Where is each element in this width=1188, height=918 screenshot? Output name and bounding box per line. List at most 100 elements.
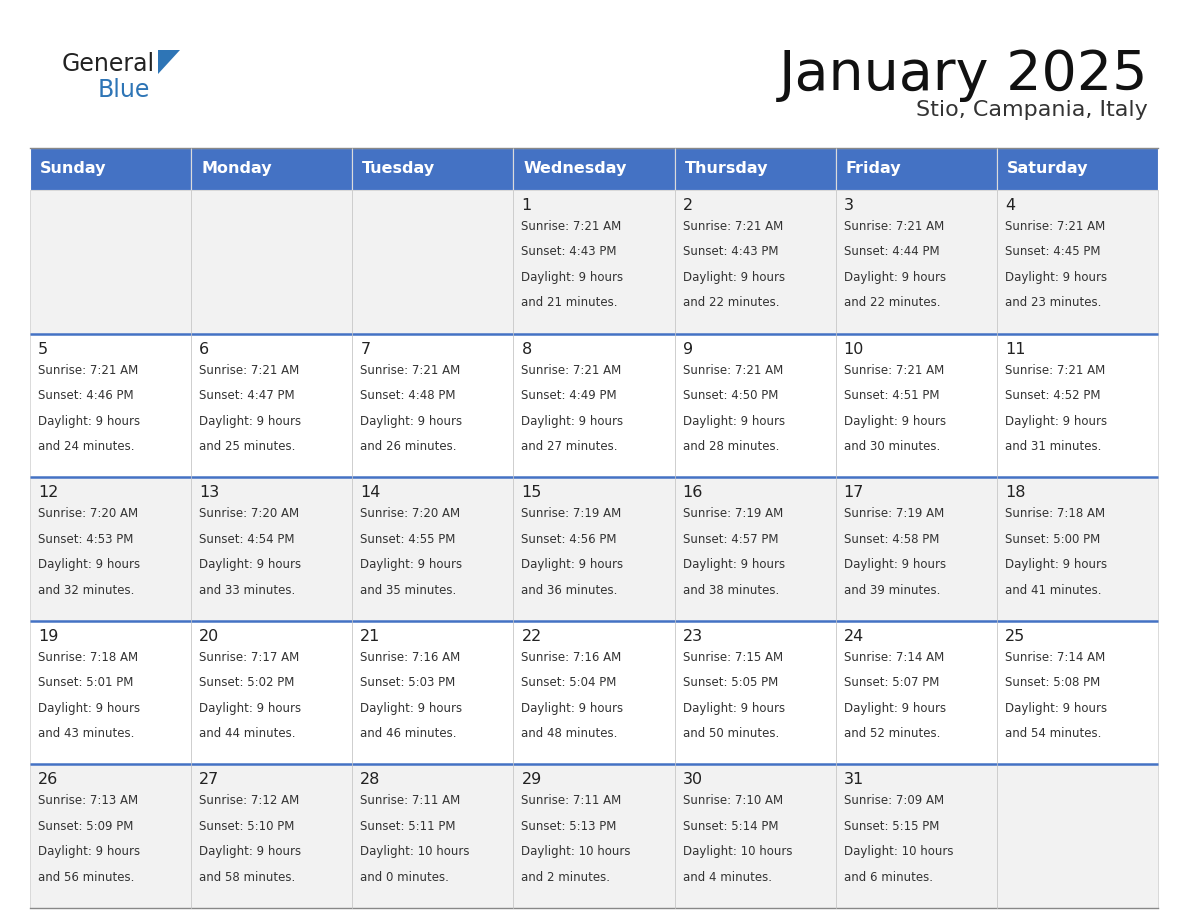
Text: and 38 minutes.: and 38 minutes.: [683, 584, 779, 597]
Text: Sunrise: 7:20 AM: Sunrise: 7:20 AM: [360, 508, 461, 521]
Text: 4: 4: [1005, 198, 1015, 213]
Bar: [675, 148, 835, 190]
Text: and 32 minutes.: and 32 minutes.: [38, 584, 134, 597]
Text: 8: 8: [522, 341, 532, 356]
Text: Sunrise: 7:19 AM: Sunrise: 7:19 AM: [683, 508, 783, 521]
Text: Daylight: 9 hours: Daylight: 9 hours: [200, 558, 302, 571]
Text: January 2025: January 2025: [778, 48, 1148, 102]
Text: and 21 minutes.: and 21 minutes.: [522, 297, 618, 309]
Text: and 33 minutes.: and 33 minutes.: [200, 584, 296, 597]
Text: 11: 11: [1005, 341, 1025, 356]
Bar: [353, 765, 513, 908]
Bar: [353, 477, 513, 621]
Bar: [997, 190, 1158, 333]
Text: Daylight: 9 hours: Daylight: 9 hours: [843, 558, 946, 571]
Bar: [513, 477, 675, 621]
Bar: [835, 621, 997, 765]
Text: Sunrise: 7:19 AM: Sunrise: 7:19 AM: [843, 508, 944, 521]
Text: Daylight: 9 hours: Daylight: 9 hours: [38, 558, 140, 571]
Text: Sunset: 5:11 PM: Sunset: 5:11 PM: [360, 820, 456, 833]
Text: 29: 29: [522, 772, 542, 788]
Text: 24: 24: [843, 629, 864, 644]
Text: Sunset: 4:45 PM: Sunset: 4:45 PM: [1005, 245, 1100, 259]
Text: 30: 30: [683, 772, 702, 788]
Text: and 31 minutes.: and 31 minutes.: [1005, 440, 1101, 453]
Bar: [835, 765, 997, 908]
Bar: [513, 148, 675, 190]
Text: Sunset: 5:01 PM: Sunset: 5:01 PM: [38, 677, 133, 689]
Text: Daylight: 10 hours: Daylight: 10 hours: [843, 845, 953, 858]
Text: Sunrise: 7:21 AM: Sunrise: 7:21 AM: [683, 364, 783, 376]
Text: Sunrise: 7:15 AM: Sunrise: 7:15 AM: [683, 651, 783, 664]
Text: Sunset: 4:47 PM: Sunset: 4:47 PM: [200, 389, 295, 402]
Bar: [353, 333, 513, 477]
Bar: [835, 477, 997, 621]
Text: Sunrise: 7:21 AM: Sunrise: 7:21 AM: [200, 364, 299, 376]
Text: 27: 27: [200, 772, 220, 788]
Text: Friday: Friday: [846, 162, 902, 176]
Text: Sunrise: 7:16 AM: Sunrise: 7:16 AM: [360, 651, 461, 664]
Text: and 26 minutes.: and 26 minutes.: [360, 440, 456, 453]
Bar: [30, 190, 191, 333]
Text: Sunrise: 7:17 AM: Sunrise: 7:17 AM: [200, 651, 299, 664]
Text: 6: 6: [200, 341, 209, 356]
Text: Sunset: 5:09 PM: Sunset: 5:09 PM: [38, 820, 133, 833]
Text: and 4 minutes.: and 4 minutes.: [683, 871, 771, 884]
Text: Saturday: Saturday: [1007, 162, 1088, 176]
Bar: [675, 333, 835, 477]
Text: Sunrise: 7:20 AM: Sunrise: 7:20 AM: [200, 508, 299, 521]
Bar: [191, 477, 353, 621]
Text: Sunrise: 7:18 AM: Sunrise: 7:18 AM: [38, 651, 138, 664]
Text: Sunrise: 7:18 AM: Sunrise: 7:18 AM: [1005, 508, 1105, 521]
Text: and 46 minutes.: and 46 minutes.: [360, 727, 456, 740]
Bar: [353, 148, 513, 190]
Bar: [997, 148, 1158, 190]
Text: Sunset: 4:50 PM: Sunset: 4:50 PM: [683, 389, 778, 402]
Text: 22: 22: [522, 629, 542, 644]
Text: Daylight: 9 hours: Daylight: 9 hours: [1005, 701, 1107, 715]
Bar: [835, 190, 997, 333]
Text: Daylight: 9 hours: Daylight: 9 hours: [38, 701, 140, 715]
Text: Sunrise: 7:21 AM: Sunrise: 7:21 AM: [1005, 364, 1105, 376]
Polygon shape: [158, 50, 181, 74]
Text: and 43 minutes.: and 43 minutes.: [38, 727, 134, 740]
Text: Sunrise: 7:16 AM: Sunrise: 7:16 AM: [522, 651, 621, 664]
Text: 14: 14: [360, 486, 380, 500]
Text: Sunset: 5:05 PM: Sunset: 5:05 PM: [683, 677, 778, 689]
Text: Daylight: 9 hours: Daylight: 9 hours: [1005, 271, 1107, 284]
Bar: [835, 333, 997, 477]
Text: Sunset: 4:43 PM: Sunset: 4:43 PM: [522, 245, 617, 259]
Text: Thursday: Thursday: [684, 162, 769, 176]
Text: Sunset: 5:14 PM: Sunset: 5:14 PM: [683, 820, 778, 833]
Text: 13: 13: [200, 486, 220, 500]
Text: 31: 31: [843, 772, 864, 788]
Text: 25: 25: [1005, 629, 1025, 644]
Text: 10: 10: [843, 341, 864, 356]
Text: and 23 minutes.: and 23 minutes.: [1005, 297, 1101, 309]
Text: Sunrise: 7:21 AM: Sunrise: 7:21 AM: [38, 364, 138, 376]
Text: 16: 16: [683, 486, 703, 500]
Text: 12: 12: [38, 486, 58, 500]
Text: Daylight: 9 hours: Daylight: 9 hours: [200, 701, 302, 715]
Text: Sunset: 5:10 PM: Sunset: 5:10 PM: [200, 820, 295, 833]
Text: Daylight: 9 hours: Daylight: 9 hours: [843, 271, 946, 284]
Text: 28: 28: [360, 772, 380, 788]
Text: Daylight: 10 hours: Daylight: 10 hours: [683, 845, 792, 858]
Text: and 27 minutes.: and 27 minutes.: [522, 440, 618, 453]
Text: Sunset: 4:44 PM: Sunset: 4:44 PM: [843, 245, 940, 259]
Text: and 56 minutes.: and 56 minutes.: [38, 871, 134, 884]
Text: Sunset: 4:56 PM: Sunset: 4:56 PM: [522, 532, 617, 545]
Bar: [997, 333, 1158, 477]
Text: 21: 21: [360, 629, 380, 644]
Text: 3: 3: [843, 198, 854, 213]
Text: and 52 minutes.: and 52 minutes.: [843, 727, 940, 740]
Bar: [675, 621, 835, 765]
Text: Daylight: 9 hours: Daylight: 9 hours: [843, 701, 946, 715]
Text: Sunset: 5:03 PM: Sunset: 5:03 PM: [360, 677, 455, 689]
Text: and 25 minutes.: and 25 minutes.: [200, 440, 296, 453]
Text: Sunrise: 7:21 AM: Sunrise: 7:21 AM: [843, 220, 944, 233]
Text: 18: 18: [1005, 486, 1025, 500]
Bar: [513, 621, 675, 765]
Bar: [675, 477, 835, 621]
Text: Daylight: 9 hours: Daylight: 9 hours: [1005, 415, 1107, 428]
